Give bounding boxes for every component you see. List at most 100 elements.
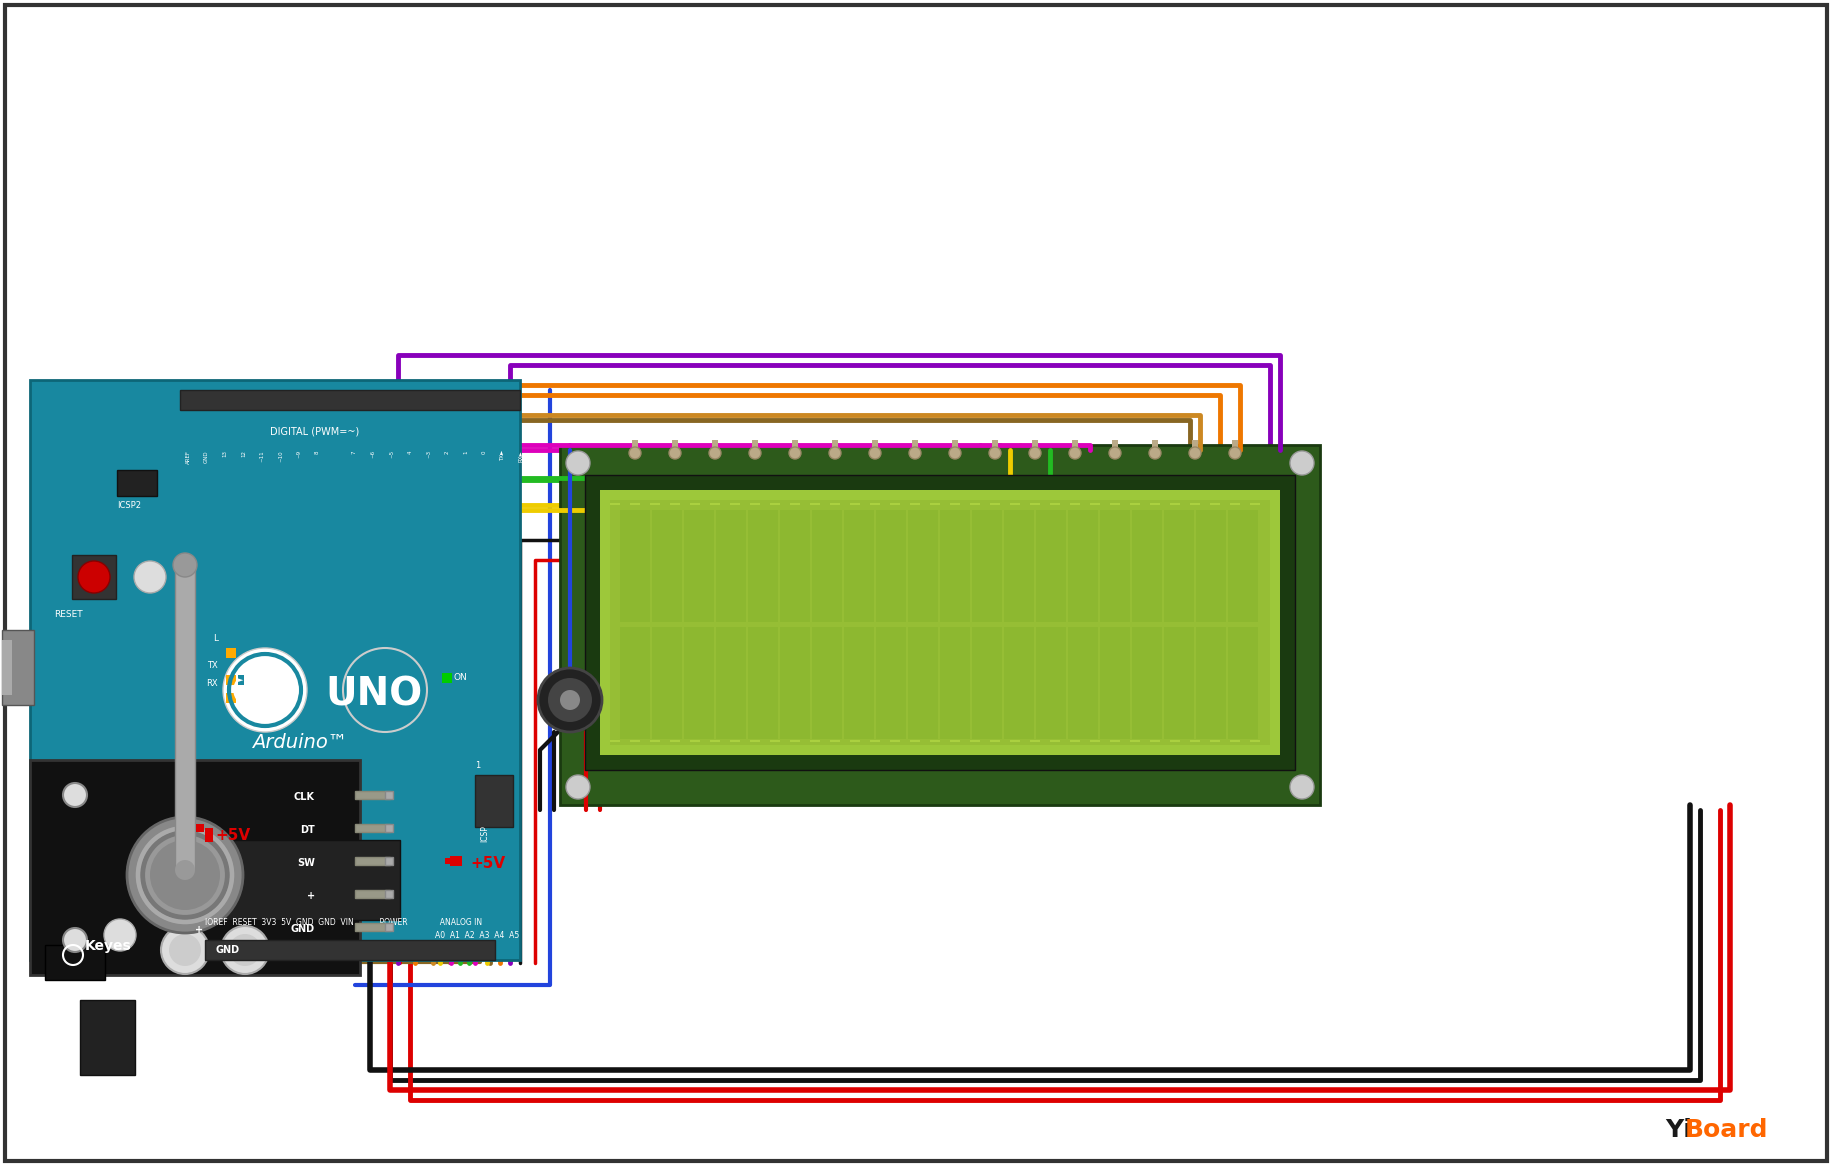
Text: +5V: +5V — [214, 828, 251, 843]
Circle shape — [566, 775, 590, 799]
Text: IOREF  RESET  3V3  5V  GND  GND  VIN: IOREF RESET 3V3 5V GND GND VIN — [205, 918, 354, 927]
Bar — [832, 440, 837, 454]
Bar — [205, 828, 213, 842]
Bar — [729, 503, 740, 505]
Circle shape — [909, 447, 921, 459]
Bar — [1132, 510, 1161, 621]
Bar — [1099, 627, 1130, 739]
Circle shape — [79, 561, 110, 593]
Bar — [671, 740, 680, 742]
Text: 1: 1 — [474, 761, 480, 770]
Circle shape — [1290, 775, 1314, 799]
Bar — [931, 503, 940, 505]
Bar — [630, 503, 639, 505]
Circle shape — [176, 861, 194, 880]
Bar — [716, 627, 746, 739]
Bar — [1050, 503, 1061, 505]
Bar — [1231, 440, 1238, 454]
Bar — [1130, 740, 1140, 742]
Text: RX: RX — [207, 679, 218, 688]
Text: UNO: UNO — [324, 676, 421, 714]
Circle shape — [1030, 447, 1041, 459]
Bar — [1171, 503, 1180, 505]
Bar — [780, 627, 810, 739]
Bar — [242, 688, 258, 691]
Bar — [117, 470, 158, 496]
Bar — [610, 740, 619, 742]
Bar — [991, 440, 998, 454]
Bar — [671, 503, 680, 505]
Circle shape — [224, 648, 308, 732]
Bar — [716, 510, 746, 621]
Bar — [672, 440, 678, 454]
Bar — [1150, 503, 1160, 505]
Circle shape — [709, 447, 722, 459]
Circle shape — [989, 447, 1000, 459]
Bar — [870, 503, 879, 505]
Bar — [890, 740, 900, 742]
Bar — [850, 503, 859, 505]
Bar — [1227, 510, 1259, 621]
Bar — [969, 740, 980, 742]
Bar — [29, 380, 520, 960]
Text: ~3: ~3 — [427, 450, 431, 458]
Circle shape — [126, 817, 244, 933]
Circle shape — [62, 928, 86, 951]
Bar — [1193, 440, 1198, 454]
Bar — [909, 510, 938, 621]
Bar — [1191, 740, 1200, 742]
Bar — [1110, 503, 1119, 505]
Bar — [1037, 627, 1066, 739]
Text: 0: 0 — [482, 450, 487, 454]
Bar — [650, 503, 660, 505]
Text: Arduino™: Arduino™ — [253, 733, 348, 752]
Bar — [1196, 627, 1226, 739]
Bar — [989, 740, 1000, 742]
Bar — [1037, 510, 1066, 621]
Bar — [280, 681, 286, 698]
Bar — [810, 503, 821, 505]
Circle shape — [548, 677, 592, 722]
Bar — [81, 1000, 136, 1075]
Bar — [1171, 740, 1180, 742]
Bar — [355, 857, 390, 865]
Bar — [769, 503, 780, 505]
Text: ►: ► — [238, 677, 244, 683]
Text: ICSP2: ICSP2 — [117, 501, 141, 510]
Bar — [601, 490, 1281, 756]
Text: L: L — [213, 634, 218, 642]
Bar — [561, 445, 1321, 805]
Text: 1: 1 — [463, 450, 467, 454]
Circle shape — [1149, 447, 1161, 459]
Bar — [451, 856, 462, 866]
Bar — [1249, 740, 1260, 742]
Bar — [238, 675, 244, 684]
Bar — [1068, 627, 1097, 739]
Circle shape — [1070, 447, 1081, 459]
Bar — [830, 503, 841, 505]
Bar — [385, 824, 394, 833]
Bar — [713, 440, 718, 454]
Text: Keyes: Keyes — [84, 939, 132, 953]
Bar — [385, 857, 394, 865]
Bar — [2, 640, 13, 695]
Text: Yi: Yi — [1665, 1118, 1693, 1142]
Bar — [911, 740, 920, 742]
Bar — [812, 627, 843, 739]
Text: AREF: AREF — [185, 450, 191, 464]
Bar — [1209, 740, 1220, 742]
Bar — [845, 510, 874, 621]
Bar — [1130, 503, 1140, 505]
Bar — [951, 503, 960, 505]
Bar — [355, 824, 390, 833]
Bar — [584, 475, 1295, 770]
Bar — [1110, 740, 1119, 742]
Text: +: + — [308, 891, 315, 901]
Bar — [225, 675, 236, 684]
Bar — [989, 503, 1000, 505]
Circle shape — [868, 447, 881, 459]
Bar — [1132, 627, 1161, 739]
Bar — [1050, 740, 1061, 742]
Bar — [385, 923, 394, 930]
Circle shape — [62, 784, 86, 807]
